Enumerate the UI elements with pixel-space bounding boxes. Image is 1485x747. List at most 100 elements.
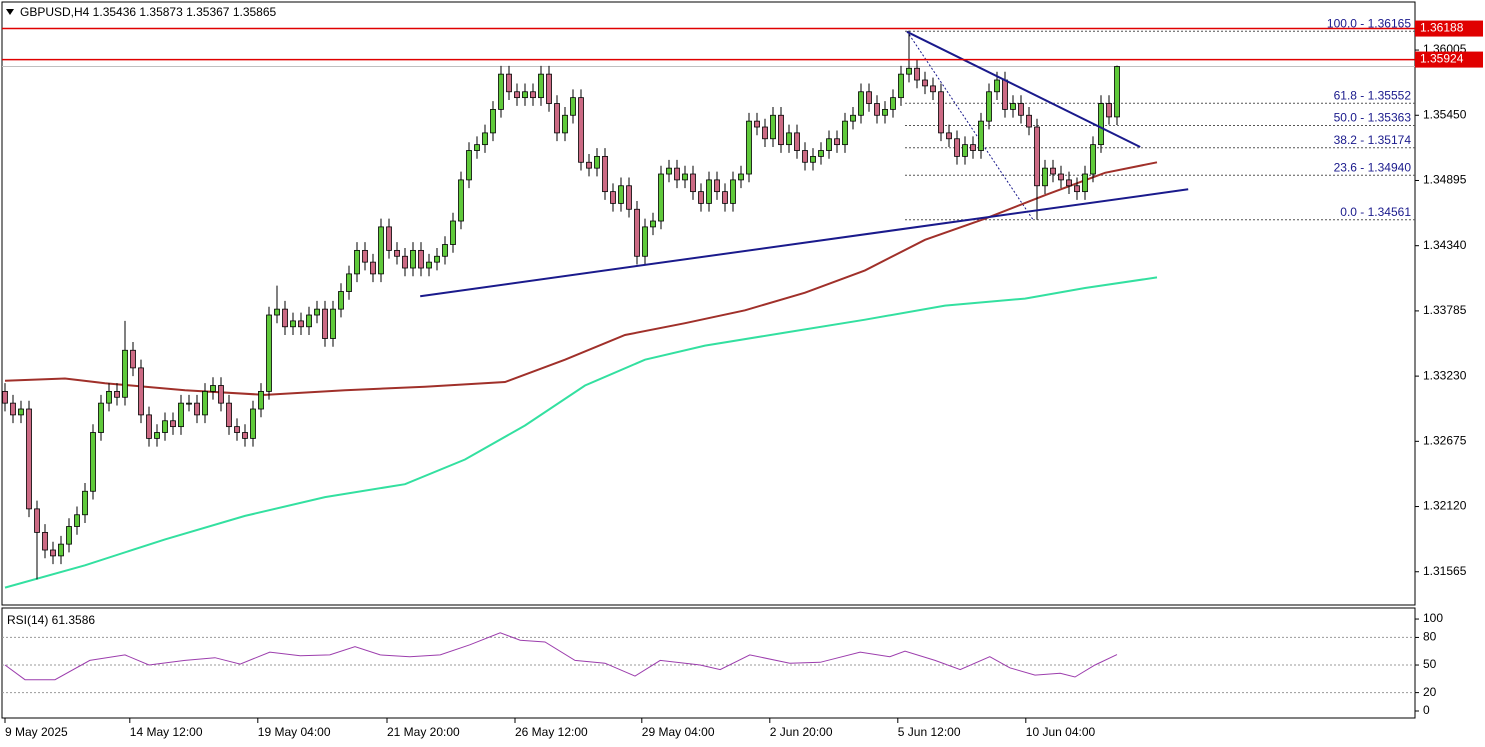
candle-body xyxy=(1074,185,1080,193)
candle-body xyxy=(362,249,368,263)
candle-body xyxy=(226,402,232,428)
candle-body xyxy=(170,420,176,428)
candle-body xyxy=(1050,167,1056,175)
candle-body xyxy=(34,508,40,533)
y-tick-label: 1.35450 xyxy=(1423,107,1467,121)
candle-body xyxy=(850,114,856,122)
candle-body xyxy=(298,320,304,328)
chart-title: GBPUSD,H4 1.35436 1.35873 1.35367 1.3586… xyxy=(20,5,277,19)
candle-body xyxy=(418,249,424,269)
candle-body xyxy=(994,79,1000,93)
moving-average xyxy=(4,161,1158,396)
y-tick-label: 1.31565 xyxy=(1423,564,1467,578)
candle-body xyxy=(1098,103,1104,146)
candle-body xyxy=(482,132,488,146)
candle-body xyxy=(858,91,864,116)
candle-body xyxy=(386,226,392,251)
candle-body xyxy=(178,402,184,428)
moving-average xyxy=(4,276,1158,589)
candle-body xyxy=(882,108,888,116)
fib-label: 23.6 - 1.34940 xyxy=(1334,160,1412,174)
candle-body xyxy=(818,150,824,157)
candle-body xyxy=(978,120,984,151)
candle-body xyxy=(570,97,576,116)
candle-body xyxy=(394,249,400,257)
candle-body xyxy=(186,402,192,405)
price-tag xyxy=(1415,51,1483,68)
x-tick-label: 29 May 04:00 xyxy=(642,725,715,739)
candle-body xyxy=(674,167,680,181)
candle-body xyxy=(1002,79,1008,110)
candle-body xyxy=(530,91,536,99)
y-tick-label: 20 xyxy=(1423,685,1437,699)
candle-body xyxy=(1106,103,1112,118)
candle-body xyxy=(666,167,672,175)
candle-body xyxy=(802,150,808,163)
candle-body xyxy=(1090,144,1096,175)
candle-body xyxy=(26,408,32,510)
trendline xyxy=(906,30,1141,148)
candle-body xyxy=(746,120,752,175)
candle-body xyxy=(162,420,168,433)
candle-body xyxy=(554,103,560,134)
candle-body xyxy=(402,255,408,269)
price-tag-label: 1.36188 xyxy=(1420,21,1464,35)
candle-body xyxy=(962,144,968,157)
fib-label: 50.0 - 1.35363 xyxy=(1334,111,1412,125)
candle-body xyxy=(906,67,912,75)
candle-body xyxy=(1058,173,1064,181)
menu-arrow[interactable] xyxy=(6,9,14,15)
y-tick-label: 0 xyxy=(1423,703,1430,717)
candle-body xyxy=(242,432,248,439)
x-tick-label: 2 Jun 20:00 xyxy=(770,725,833,739)
y-tick-label: 1.33230 xyxy=(1423,368,1467,382)
candle-body xyxy=(138,367,144,416)
candle-body xyxy=(274,308,280,316)
candle-body xyxy=(594,155,600,169)
candle-body xyxy=(770,114,776,140)
candle-body xyxy=(682,173,688,181)
candle-body xyxy=(234,426,240,433)
x-tick-label: 21 May 20:00 xyxy=(387,725,460,739)
candle-body xyxy=(114,390,120,398)
x-tick-label: 9 May 2025 xyxy=(5,725,68,739)
candle-body xyxy=(58,543,64,557)
y-tick-label: 1.34895 xyxy=(1423,173,1467,187)
candle-body xyxy=(458,179,464,222)
candle-body xyxy=(202,390,208,416)
candle-body xyxy=(874,103,880,116)
candle-body xyxy=(866,91,872,104)
candle-body xyxy=(810,155,816,163)
candle-body xyxy=(474,144,480,151)
candle-body xyxy=(122,349,128,398)
candle-body xyxy=(282,308,288,328)
y-tick-label: 1.33785 xyxy=(1423,303,1467,317)
fib-label: 0.0 - 1.34561 xyxy=(1340,205,1411,219)
candle-body xyxy=(794,132,800,151)
candle-body xyxy=(714,179,720,193)
candle-body xyxy=(538,73,544,99)
fib-diagonal xyxy=(906,31,1034,220)
x-tick-label: 26 May 12:00 xyxy=(515,725,588,739)
candle-body xyxy=(490,108,496,134)
fib-label: 61.8 - 1.35552 xyxy=(1334,88,1412,102)
candle-body xyxy=(634,208,640,257)
candle-body xyxy=(306,314,312,328)
candle-body xyxy=(690,173,696,193)
candle-body xyxy=(970,144,976,151)
candle-body xyxy=(98,402,104,433)
candle-body xyxy=(578,97,584,163)
trendline xyxy=(420,188,1189,298)
candle-body xyxy=(1026,114,1032,128)
candle-body xyxy=(346,273,352,292)
candle-body xyxy=(954,138,960,157)
candle-body xyxy=(434,255,440,263)
candle-body xyxy=(786,132,792,146)
x-tick-label: 10 Jun 04:00 xyxy=(1026,725,1096,739)
candle-body xyxy=(322,308,328,339)
candle-body xyxy=(354,249,360,275)
candle-body xyxy=(210,385,216,392)
fib-label: 100.0 - 1.36165 xyxy=(1327,16,1411,30)
y-tick-label: 1.34340 xyxy=(1423,238,1467,252)
candle-body xyxy=(1034,126,1040,187)
